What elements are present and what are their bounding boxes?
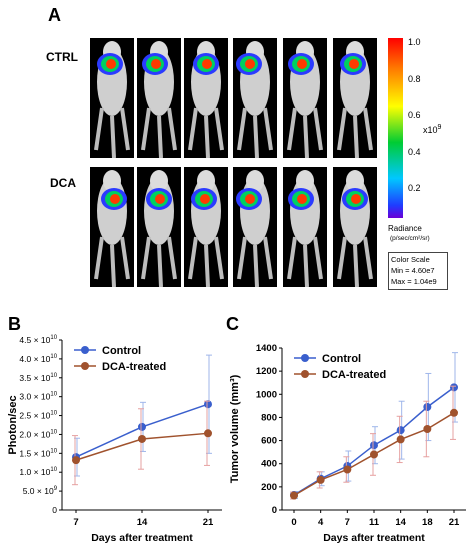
colorbar-tick: 1.0 [408, 37, 421, 47]
c0-data-point [138, 422, 146, 431]
c1-y-tick-label: 200 [261, 482, 277, 493]
c1-data-point [290, 490, 298, 499]
c0-y-tick-label: 1.0 × 1010 [19, 467, 57, 477]
mouse-image [233, 167, 277, 287]
c1-series-line [293, 386, 455, 496]
mouse-image [137, 38, 181, 158]
panel-a-letter: A [48, 5, 61, 25]
c1-data-point [370, 441, 378, 450]
c0-y-tick-label: 3.5 × 1010 [19, 373, 57, 383]
c1-y-tick-label: 0 [272, 505, 277, 516]
c1-y-axis-label: Tumor volume (mm³) [229, 374, 241, 483]
c1-data-point [423, 425, 432, 433]
mouse-image [184, 38, 228, 158]
c0-y-tick-label: 5.0 × 109 [23, 486, 58, 496]
c0-legend-label: Control [102, 345, 141, 357]
c1-data-point [370, 450, 378, 459]
c1-legend-marker [301, 370, 309, 378]
c1-data-point [343, 465, 352, 474]
c1-data-point [396, 426, 405, 435]
c0-data-point [204, 400, 212, 409]
c1-x-tick-label: 0 [291, 517, 296, 528]
c0-y-tick-label: 3.0 × 1010 [19, 392, 57, 402]
c1-legend-label: DCA-treated [322, 369, 386, 381]
color-scale-max: Max = 1.04e9 [391, 277, 437, 286]
c0-y-axis-label: Photon/sec [7, 395, 19, 454]
mouse-image [90, 167, 134, 287]
c1-y-tick-label: 1000 [256, 389, 277, 400]
colorbar-units: (p/sec/cm²/sr) [390, 235, 430, 242]
c1-panel-letter: C [226, 314, 239, 334]
c1-x-tick-label: 14 [395, 517, 406, 528]
c1-x-tick-label: 11 [369, 517, 380, 528]
mouse-image [333, 167, 377, 287]
colorbar-multiplier: x109 [423, 124, 442, 135]
c0-panel-letter: B [8, 314, 21, 334]
c1-data-point [316, 475, 325, 484]
c1-series-line [293, 412, 455, 497]
c1-data-point [450, 383, 458, 392]
c1-legend-label: Control [322, 353, 361, 365]
c0-legend-label: DCA-treated [102, 361, 166, 373]
c1-data-point [316, 474, 325, 483]
mouse-image [283, 38, 327, 158]
c0-y-tick-label: 0 [52, 505, 57, 515]
c1-y-tick-label: 600 [261, 436, 277, 447]
c1-x-tick-label: 4 [318, 517, 324, 528]
colorbar-tick: 0.2 [408, 183, 421, 193]
c0-data-point [72, 456, 80, 465]
colorbar-tick: 0.6 [408, 110, 421, 120]
mouse-image [90, 38, 134, 158]
c0-y-tick-label: 4.5 × 1010 [19, 335, 57, 345]
c1-x-tick-label: 21 [449, 517, 460, 528]
c0-legend-marker [81, 346, 89, 354]
c0-data-point [204, 429, 212, 438]
c1-x-axis-label: Days after treatment [323, 532, 425, 544]
mouse-image [283, 167, 327, 287]
c1-x-tick-label: 7 [345, 517, 350, 528]
radiance-colorbar [388, 38, 403, 218]
c0-y-tick-label: 1.5 × 1010 [19, 448, 57, 458]
mouse-image [233, 38, 277, 158]
c0-x-axis-label: Days after treatment [91, 532, 193, 544]
c0-x-tick-label: 21 [203, 517, 214, 528]
c0-y-tick-label: 2.5 × 1010 [19, 411, 57, 421]
c0-legend-marker [81, 362, 89, 370]
mouse-image [184, 167, 228, 287]
color-scale-box: Color Scale Min = 4.60e7 Max = 1.04e9 [388, 252, 448, 290]
c0-data-point [138, 434, 146, 443]
mouse-image [333, 38, 377, 158]
c1-y-tick-label: 400 [261, 459, 277, 470]
dca-row-label: DCA [50, 176, 76, 190]
ctrl-row-label: CTRL [46, 50, 78, 64]
c0-x-tick-label: 14 [137, 517, 148, 528]
colorbar-title: Radiance [388, 224, 422, 233]
c0-series-line [75, 403, 209, 458]
c0-y-tick-label: 4.0 × 1010 [19, 354, 57, 364]
c1-y-tick-label: 1200 [256, 366, 277, 377]
c0-x-tick-label: 7 [73, 517, 78, 528]
c0-series-line [75, 432, 209, 461]
c1-data-point [290, 491, 298, 500]
c1-legend-marker [301, 354, 309, 362]
c1-y-tick-label: 800 [261, 412, 277, 423]
c1-x-tick-label: 18 [422, 517, 433, 528]
c0-y-tick-label: 2.0 × 1010 [19, 429, 57, 439]
colorbar-tick: 0.4 [408, 147, 421, 157]
c1-data-point [450, 408, 458, 417]
c1-data-point [343, 462, 352, 471]
c1-y-tick-label: 1400 [256, 343, 277, 354]
color-scale-min: Min = 4.60e7 [391, 266, 435, 275]
c0-data-point [72, 453, 80, 462]
mouse-image [137, 167, 181, 287]
c1-data-point [423, 403, 432, 412]
c1-data-point [396, 435, 405, 444]
colorbar-tick: 0.8 [408, 74, 421, 84]
color-scale-title: Color Scale [391, 255, 430, 264]
